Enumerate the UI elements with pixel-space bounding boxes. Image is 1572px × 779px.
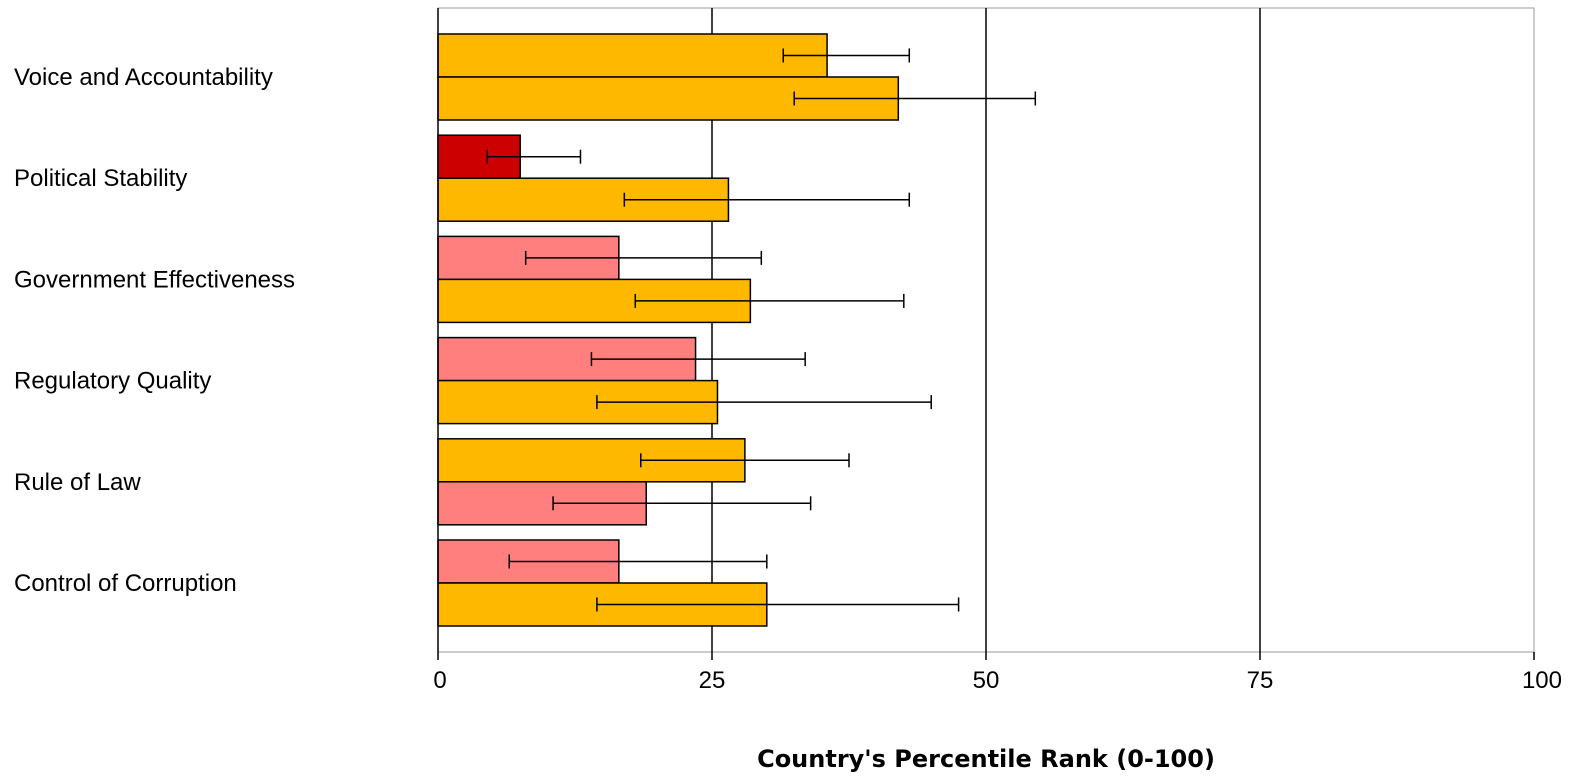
x-axis-label: Country's Percentile Rank (0-100) [757,745,1215,773]
category-labels: Voice and Accountability Political Stabil… [14,64,295,597]
category-label: Rule of Law [14,469,141,496]
category-label: Political Stability [14,165,187,192]
category-label: Government Effectiveness [14,266,295,293]
tick-label: 0 [433,667,446,694]
tick-label: 50 [973,667,1000,694]
category-label: Voice and Accountability [14,64,273,91]
tick-label: 25 [699,667,726,694]
category-label: Control of Corruption [14,570,237,597]
error-bars [486,48,1037,612]
category-label: Regulatory Quality [14,368,211,395]
bar [437,33,828,78]
x-axis-ticks: 0 25 50 75 100 [433,652,1562,694]
tick-label: 100 [1522,667,1562,694]
tick-label: 75 [1247,667,1274,694]
